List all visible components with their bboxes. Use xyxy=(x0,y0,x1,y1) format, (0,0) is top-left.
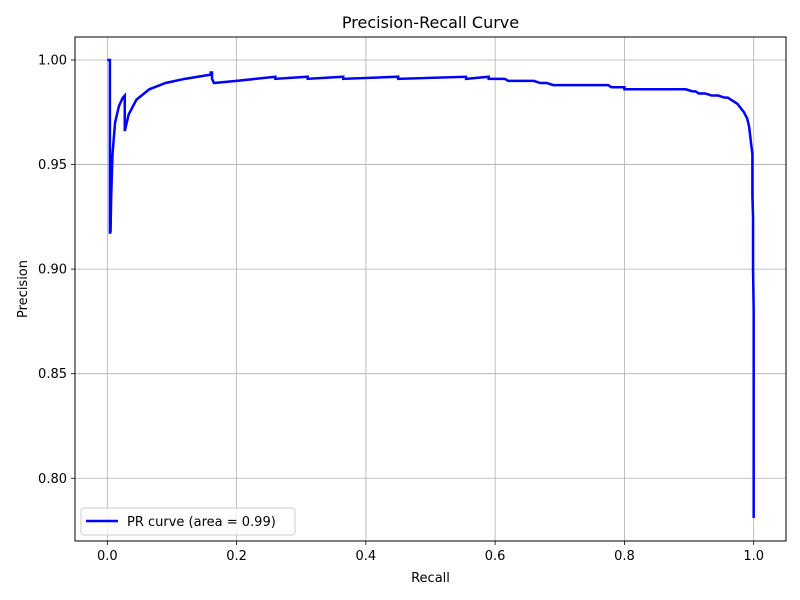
x-axis-label: Recall xyxy=(411,571,450,586)
x-tick-label: 0.8 xyxy=(614,549,635,564)
x-tick-label: 0.2 xyxy=(226,549,247,564)
y-tick-label: 0.95 xyxy=(38,158,67,173)
legend-label: PR curve (area = 0.99) xyxy=(127,515,276,530)
legend-box xyxy=(80,507,296,536)
y-tick-label: 1.00 xyxy=(38,54,67,69)
ticks: 0.0 0.2 0.4 0.6 0.8 1.0 0.80 0.85 0.90 0.95 1.00 xyxy=(38,54,764,564)
grid xyxy=(75,37,786,541)
chart-title: Precision-Recall Curve xyxy=(342,13,519,32)
y-axis-label: Precision xyxy=(16,260,31,318)
y-tick-label: 0.80 xyxy=(38,472,67,487)
y-tick-label: 0.85 xyxy=(38,367,67,382)
x-tick-label: 0.6 xyxy=(485,549,506,564)
x-tick-label: 0.4 xyxy=(356,549,377,564)
y-tick-label: 0.90 xyxy=(38,263,67,278)
series-layer xyxy=(107,58,755,518)
x-tick-label: 1.0 xyxy=(743,549,764,564)
plot-frame xyxy=(74,36,787,542)
x-tick-label: 0.0 xyxy=(97,549,118,564)
legend: PR curve (area = 0.99) xyxy=(80,507,296,536)
pr-curve-line xyxy=(107,58,755,518)
